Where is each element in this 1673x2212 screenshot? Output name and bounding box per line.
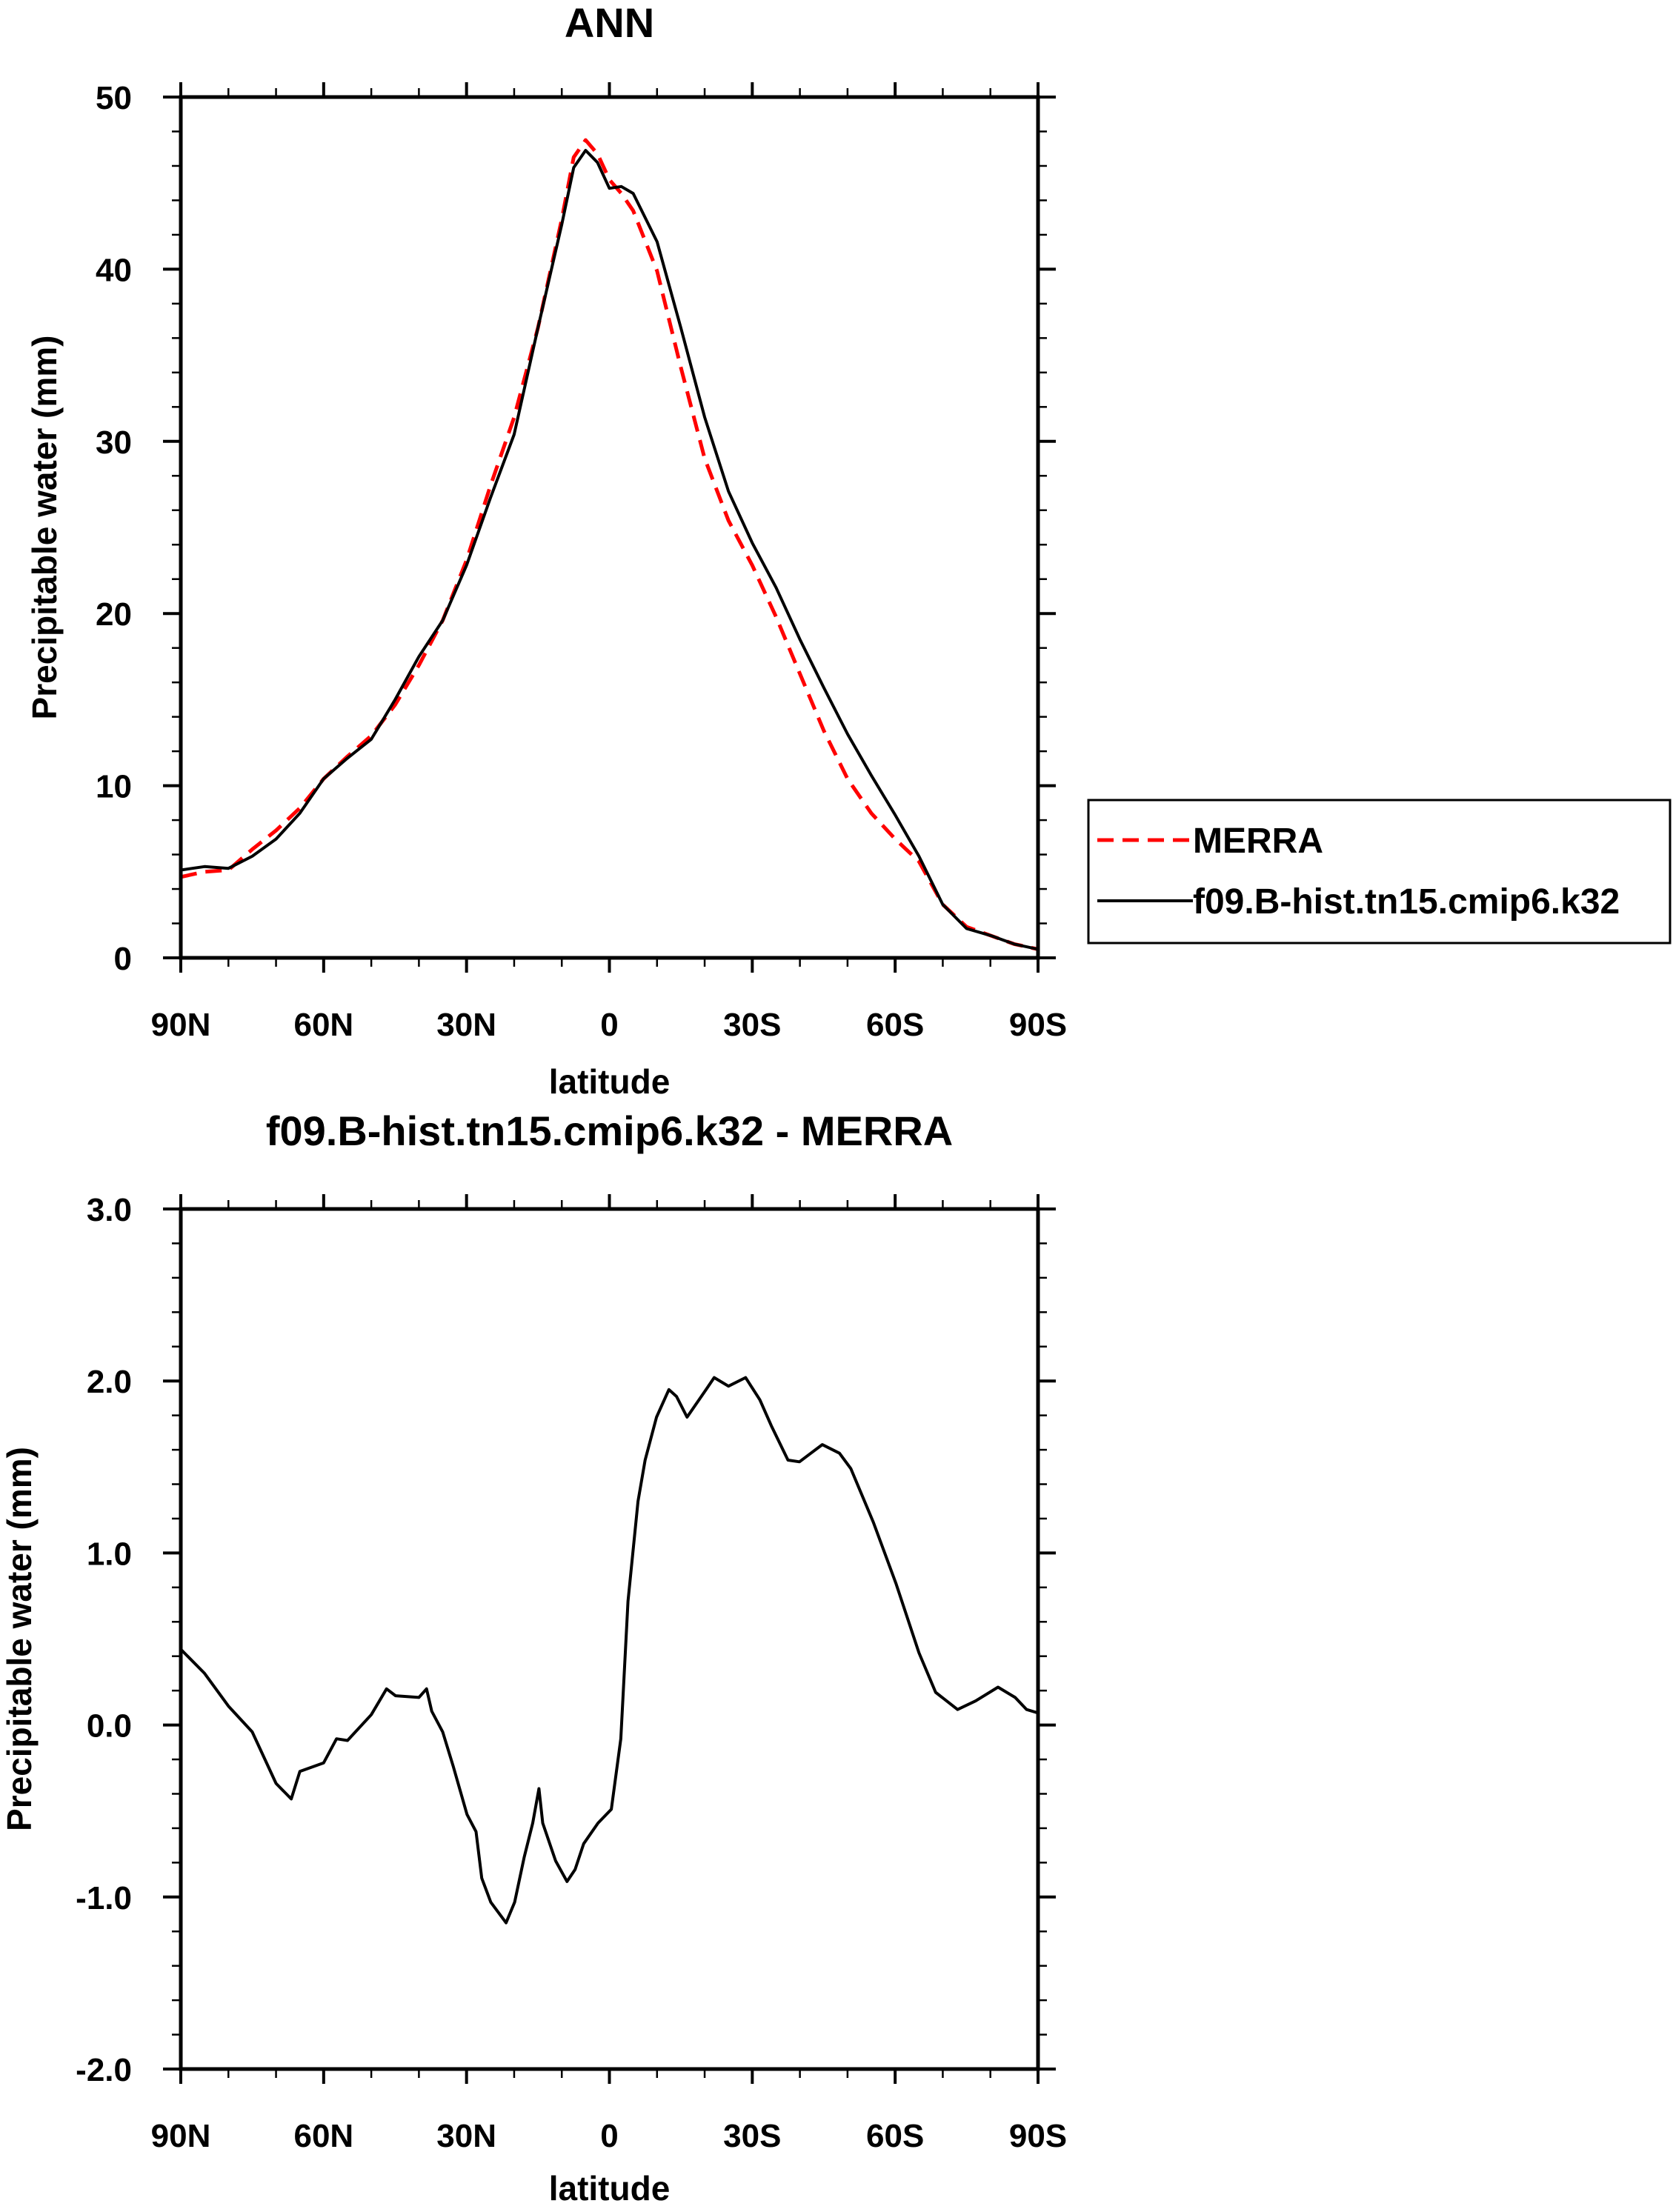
y-tick-label: -2.0 — [76, 2052, 132, 2088]
legend: MERRA f09.B-hist.tn15.cmip6.k32 — [1087, 799, 1672, 945]
x-tick-label: 60S — [866, 1007, 924, 1043]
chart-title: f09.B-hist.tn15.cmip6.k32 - MERRA — [266, 1107, 953, 1154]
plot-frame — [179, 95, 1040, 960]
legend-box — [1087, 799, 1672, 945]
x-tick-label: 90S — [1009, 1007, 1067, 1043]
chart-title: ANN — [565, 0, 654, 46]
x-tick-label: 0 — [600, 2118, 618, 2154]
x-tick-label: 90N — [151, 2118, 211, 2154]
x-tick-label: 60S — [866, 2118, 924, 2154]
series-line-merra — [180, 138, 1039, 951]
x-tick-label: 90N — [151, 1007, 211, 1043]
y-tick-label: 30 — [96, 424, 132, 461]
top-panel-ann: ANN 90N 60N 30N 0 30S 60S 90S 0 10 20 30 40 50 latitud… — [25, 0, 1067, 1101]
y-tick-label: 20 — [96, 596, 132, 633]
y-axis-label: Precipitable water (mm) — [0, 1447, 39, 1831]
y-tick-label: 2.0 — [87, 1364, 132, 1400]
series-line-difference — [179, 1376, 1039, 1925]
x-tick-label: 0 — [600, 1007, 618, 1043]
legend-label-model: f09.B-hist.tn15.cmip6.k32 — [1193, 882, 1620, 922]
y-tick-label: -1.0 — [76, 1880, 132, 1916]
x-tick-label: 60N — [293, 2118, 353, 2154]
plot-frame — [179, 1207, 1040, 2071]
y-tick-label: 10 — [96, 769, 132, 805]
x-axis-label: latitude — [549, 2169, 671, 2208]
x-tick-label: 30S — [723, 1007, 781, 1043]
series-line-f09-b-hist-tn15-cmip6-k32 — [180, 149, 1039, 951]
x-tick-label: 60N — [293, 1007, 353, 1043]
y-tick-label: 50 — [96, 80, 132, 116]
y-tick-label: 40 — [96, 252, 132, 288]
x-tick-label: 30S — [723, 2118, 781, 2154]
x-tick-label: 90S — [1009, 2118, 1067, 2154]
y-tick-label: 0.0 — [87, 1708, 132, 1745]
y-tick-label: 1.0 — [87, 1536, 132, 1572]
y-tick-label: 3.0 — [87, 1192, 132, 1228]
y-axis-label: Precipitable water (mm) — [25, 336, 64, 720]
legend-label-merra: MERRA — [1193, 822, 1323, 861]
x-tick-label: 30N — [436, 1007, 496, 1043]
bottom-panel-difference: f09.B-hist.tn15.cmip6.k32 - MERRA 90N 60N 3… — [0, 1107, 1067, 2208]
x-tick-label: 30N — [436, 2118, 496, 2154]
x-axis-label: latitude — [549, 1062, 671, 1101]
y-tick-label: 0 — [114, 941, 132, 977]
